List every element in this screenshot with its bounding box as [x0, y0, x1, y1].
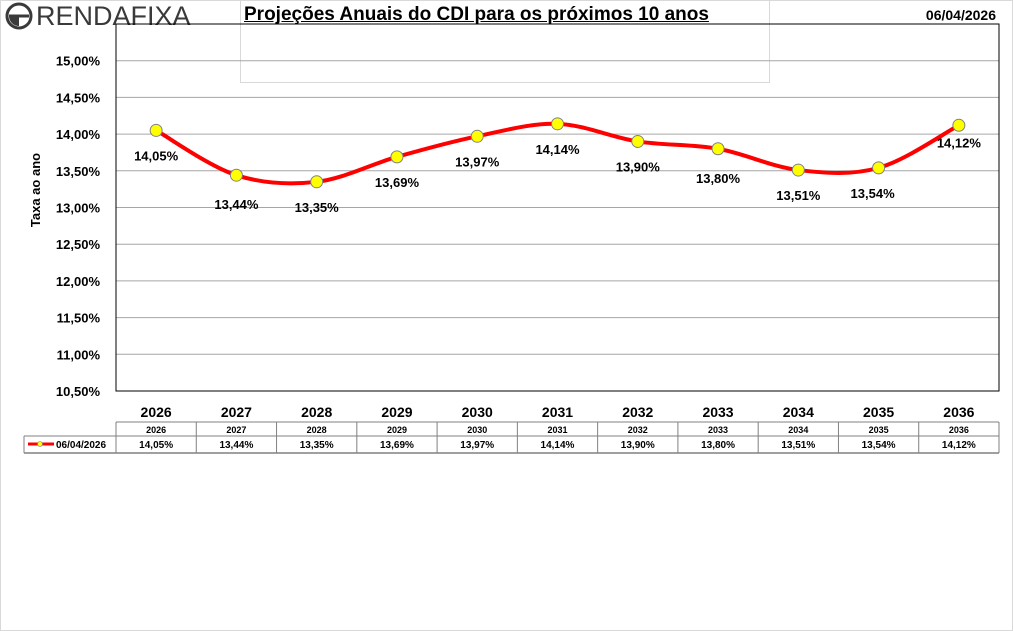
- data-label: 13,90%: [616, 159, 661, 174]
- y-tick-label: 14,00%: [56, 127, 101, 142]
- logo: RENDAFIXA: [5, 2, 191, 30]
- data-point-marker: [149, 123, 163, 137]
- y-tick-label: 11,50%: [57, 311, 101, 326]
- x-tick-label: 2034: [783, 404, 814, 420]
- y-tick-label: 10,50%: [56, 384, 101, 399]
- y-tick-label: 14,50%: [56, 90, 101, 105]
- series-markers: [149, 117, 966, 189]
- data-point-marker: [310, 175, 324, 189]
- data-point-marker: [952, 118, 966, 132]
- y-tick-label: 12,00%: [56, 274, 101, 289]
- y-tick-label: 13,00%: [56, 201, 101, 216]
- data-labels: 14,05% 13,44% 13,35% 13,69% 13,97% 14,14% 13,9…: [134, 135, 981, 215]
- title-box: [240, 0, 770, 83]
- x-tick-label: 2032: [622, 404, 653, 420]
- data-label: 13,69%: [375, 175, 420, 190]
- table-value-cell: 13,35%: [300, 440, 334, 451]
- x-tick-label: 2029: [381, 404, 412, 420]
- x-tick-label: 2036: [943, 404, 974, 420]
- table-value-cell: 13,54%: [862, 440, 896, 451]
- x-tick-label: 2028: [301, 404, 332, 420]
- data-point-marker: [791, 163, 805, 177]
- table-value-cell: 13,80%: [701, 440, 735, 451]
- table-header-cell: 2036: [949, 425, 969, 435]
- x-tick-label: 2031: [542, 404, 573, 420]
- x-tick-label: 2033: [702, 404, 733, 420]
- data-label: 13,35%: [295, 200, 340, 215]
- data-label: 13,80%: [696, 171, 741, 186]
- x-axis-ticks: 2026 2027 2028 2029 2030 2031 2032 2033 2034 2035…: [141, 404, 975, 420]
- data-point-marker: [711, 142, 725, 156]
- chart-title: Projeções Anuais do CDI para os próximos…: [244, 4, 709, 25]
- gridlines: [116, 60, 999, 355]
- legend-marker-icon: [37, 441, 43, 447]
- table-value-cell: 14,05%: [139, 440, 173, 451]
- data-point-marker: [872, 161, 886, 175]
- y-axis-ticks: 15,00% 14,50% 14,00% 13,50% 13,00% 12,50% 12,0…: [56, 54, 101, 399]
- x-tick-label: 2035: [863, 404, 894, 420]
- x-tick-label: 2030: [462, 404, 493, 420]
- table-header-cell: 2033: [708, 425, 728, 435]
- table-header-cell: 2032: [628, 425, 648, 435]
- table-value-cell: 13,44%: [219, 440, 253, 451]
- y-tick-label: 15,00%: [56, 54, 101, 69]
- table-header-cell: 2034: [788, 425, 808, 435]
- table-value-cell: 14,14%: [541, 440, 575, 451]
- plot-area: [115, 23, 1000, 392]
- table-header-cell: 2026: [146, 425, 166, 435]
- x-tick-label: 2027: [221, 404, 252, 420]
- data-label: 13,54%: [851, 186, 896, 201]
- y-tick-label: 12,50%: [56, 237, 101, 252]
- data-label: 14,12%: [937, 135, 982, 150]
- legend-series-label: 06/04/2026: [56, 440, 106, 451]
- data-point-marker: [551, 117, 564, 131]
- data-label: 13,44%: [214, 197, 259, 212]
- table-value-cell: 13,69%: [380, 440, 414, 451]
- table-header-cell: 2035: [869, 425, 889, 435]
- logo-text: RENDAFIXA: [36, 1, 191, 31]
- y-tick-label: 13,50%: [56, 164, 101, 179]
- table-value-cell: 13,97%: [460, 440, 494, 451]
- data-label: 14,14%: [535, 142, 580, 157]
- data-label: 13,97%: [455, 154, 500, 169]
- y-axis-label: Taxa ao ano: [28, 153, 43, 227]
- table-value-cell: 14,12%: [942, 440, 976, 451]
- data-point-marker: [631, 134, 645, 148]
- rendafixa-logo-icon: [5, 2, 33, 30]
- data-point-marker: [229, 168, 243, 182]
- table-header-cell: 2029: [387, 425, 407, 435]
- chart-date: 06/04/2026: [925, 7, 996, 23]
- y-tick-label: 11,00%: [57, 347, 101, 362]
- table-header-cell: 2030: [467, 425, 487, 435]
- table-value-cell: 13,90%: [621, 440, 655, 451]
- data-point-marker: [470, 129, 484, 143]
- data-point-marker: [390, 150, 404, 164]
- table-header-cell: 2027: [226, 425, 246, 435]
- data-label: 14,05%: [134, 148, 179, 163]
- table-header-cell: 2028: [307, 425, 327, 435]
- table-header-cell: 2031: [547, 425, 567, 435]
- table-value-cell: 13,51%: [781, 440, 815, 451]
- x-tick-label: 2026: [141, 404, 172, 420]
- data-table: 2026 14,05% 2027 13,44% 2028 13,35% 2029 13,69%…: [23, 421, 1000, 454]
- data-label: 13,51%: [776, 188, 821, 203]
